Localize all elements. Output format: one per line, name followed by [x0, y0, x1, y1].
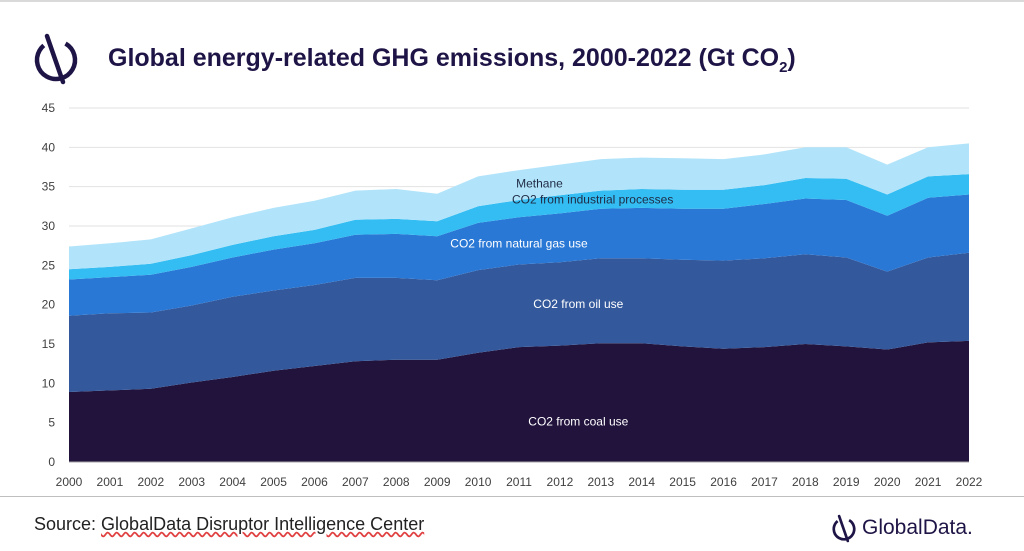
y-tick-label-5: 5	[48, 416, 55, 430]
chart-title: Global energy-related GHG emissions, 200…	[108, 44, 796, 76]
x-tick-label-2000: 2000	[56, 475, 83, 489]
x-tick-label-2015: 2015	[669, 475, 696, 489]
x-tick-label-2010: 2010	[465, 475, 492, 489]
x-tick-label-2002: 2002	[137, 475, 164, 489]
x-tick-label-2021: 2021	[915, 475, 942, 489]
stacked-areas	[69, 143, 969, 462]
y-tick-label-20: 20	[42, 298, 56, 312]
x-tick-label-2017: 2017	[751, 475, 778, 489]
globaldata-logo-icon	[34, 33, 78, 85]
x-tick-label-2003: 2003	[178, 475, 205, 489]
globaldata-brand-icon	[832, 514, 856, 543]
y-tick-label-15: 15	[42, 337, 56, 351]
label-co2-from-coal-use: CO2 from coal use	[528, 414, 628, 428]
label-methane: Methane	[516, 177, 563, 191]
y-tick-label-30: 30	[42, 219, 56, 233]
footer-divider	[0, 496, 1024, 497]
y-tick-label-45: 45	[42, 101, 56, 115]
y-tick-label-25: 25	[42, 258, 56, 272]
label-co2-from-natural-gas-use: CO2 from natural gas use	[450, 236, 588, 250]
x-tick-label-2011: 2011	[506, 475, 532, 489]
x-tick-label-2013: 2013	[587, 475, 614, 489]
x-tick-label-2007: 2007	[342, 475, 369, 489]
x-tick-label-2006: 2006	[301, 475, 328, 489]
x-tick-label-2022: 2022	[956, 475, 983, 489]
x-tick-label-2019: 2019	[833, 475, 860, 489]
x-tick-label-2001: 2001	[97, 475, 124, 489]
y-tick-label-35: 35	[42, 180, 56, 194]
y-tick-label-0: 0	[48, 455, 55, 469]
x-tick-label-2009: 2009	[424, 475, 451, 489]
brand-name: GlobalData.	[862, 516, 973, 539]
x-tick-label-2016: 2016	[710, 475, 737, 489]
x-tick-label-2005: 2005	[260, 475, 287, 489]
x-tick-label-2012: 2012	[547, 475, 574, 489]
area-co2-from-natural-gas-use	[69, 194, 969, 316]
series-labels: Methane CO2 from industrial processes CO2 …	[450, 177, 673, 429]
area-co2-from-coal-use	[69, 340, 969, 462]
x-tick-label-2018: 2018	[792, 475, 819, 489]
y-axis-ticks: 0 5 10 15 20 25 30 35 40 45	[42, 101, 56, 469]
x-tick-label-2014: 2014	[628, 475, 655, 489]
label-co2-from-oil-use: CO2 from oil use	[533, 297, 623, 311]
source-note: Source: GlobalData Disruptor Intelligenc…	[34, 514, 425, 534]
x-tick-label-2008: 2008	[383, 475, 410, 489]
label-co2-from-industrial-processes: CO2 from industrial processes	[512, 193, 673, 207]
x-tick-label-2020: 2020	[874, 475, 901, 489]
area-methane	[69, 143, 969, 270]
area-co2-from-industrial-processes	[69, 174, 969, 280]
area-co2-from-oil-use	[69, 252, 969, 392]
globaldata-brand: GlobalData.	[830, 512, 973, 544]
y-tick-label-40: 40	[42, 140, 56, 154]
top-border	[0, 0, 1024, 2]
x-axis-ticks: 2000 2001 2002 2003 2004 2005 2006 2007 2008 2009…	[56, 475, 983, 489]
y-tick-label-10: 10	[42, 376, 56, 390]
x-tick-label-2004: 2004	[219, 475, 246, 489]
